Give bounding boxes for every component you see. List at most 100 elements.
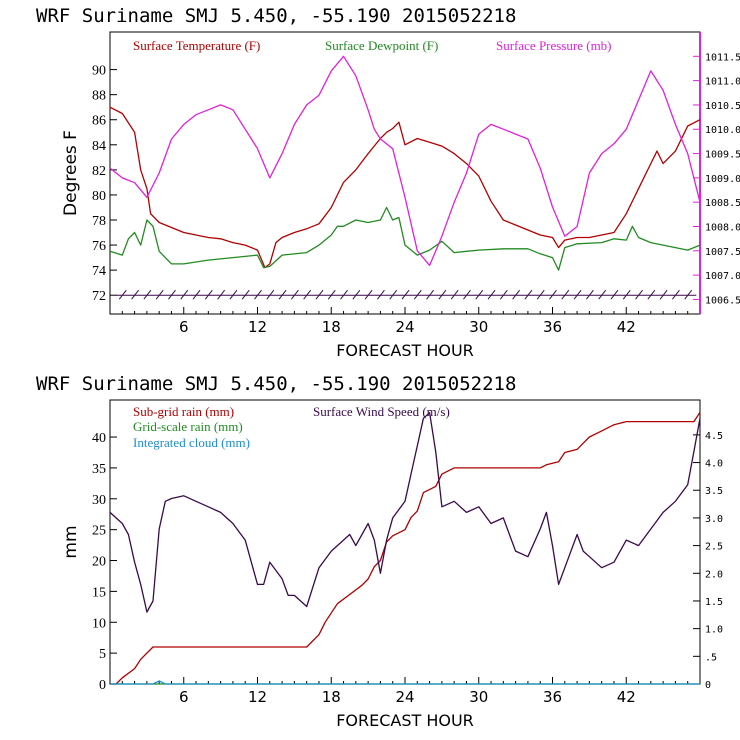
y-tick-label: 72 (92, 289, 106, 304)
wind-barb (278, 289, 287, 300)
wind-barb (143, 289, 152, 300)
series-line-pressure (109, 55, 701, 267)
wind-barb (180, 289, 189, 300)
y2-tick-label: 2.5 (705, 542, 723, 553)
y2-tick-label: 4.0 (705, 459, 723, 470)
y2-tick-label: 3.5 (705, 486, 723, 497)
series-line-temperature (109, 106, 701, 269)
wind-barb (118, 289, 127, 300)
y2-tick-label: 1011.0 (705, 77, 740, 88)
wind-barb (598, 289, 607, 300)
wind-barb (327, 289, 336, 300)
y2-tick-label: 1010.0 (705, 125, 740, 136)
top-header: WRF Suriname SMJ 5.450, -55.190 20150522… (36, 5, 516, 27)
y-tick-label: 35 (92, 462, 106, 477)
y2-tick-label: 1007.0 (705, 271, 740, 282)
y2-tick-label: 1010.5 (705, 101, 740, 112)
wind-barb (389, 289, 398, 300)
y2-tick-label: 4.5 (705, 431, 723, 442)
x-tick-label: 24 (395, 688, 414, 706)
wind-barb (315, 289, 324, 300)
y2-tick-label: 2.0 (705, 569, 723, 580)
top-axis-ticks: 6 12 18 24 30 36 42 72 74 76 78 80 82 84 86 88 90 1006.5 1… (92, 52, 740, 336)
bottom-axis-ticks: 6 12 18 24 30 36 42 0 5 10 15 20 25 30 35 40 0 .5 1.0 1.5 2.… (92, 431, 723, 706)
x-tick-label: 12 (248, 688, 267, 706)
y-tick-label: 5 (99, 647, 106, 662)
series-line-rain (110, 411, 701, 685)
wind-barb (524, 289, 533, 300)
wind-barb (217, 289, 226, 300)
legend-temperature: Surface Temperature (F) (133, 38, 260, 53)
wind-barb (672, 289, 680, 300)
legend-gridscale-rain: Grid-scale rain (mm) (133, 419, 243, 434)
wind-barb (303, 289, 312, 300)
wind-barb (168, 289, 176, 300)
y2-tick-label: 1011.5 (705, 52, 740, 63)
y2-tick-label: 1008.0 (705, 222, 740, 233)
y2-tick-label: 1.0 (705, 625, 723, 636)
wind-barb (290, 289, 299, 300)
legend-subgrid-rain: Sub-grid rain (mm) (133, 404, 234, 419)
wind-barb (684, 289, 693, 300)
x-tick-label: 18 (322, 318, 341, 336)
series-line-wind (109, 412, 701, 613)
y-tick-label: 90 (92, 64, 106, 79)
y2-tick-label: 1007.5 (705, 247, 740, 258)
wind-barb (647, 289, 656, 300)
x-tick-label: 6 (179, 318, 189, 336)
wind-barb (229, 289, 238, 300)
series-line-cloud (110, 680, 700, 685)
temperature-panel: WRF Suriname SMJ 5.450, -55.190 20150522… (36, 5, 740, 360)
wind-barb (426, 289, 434, 300)
y2-tick-label: 1.5 (705, 597, 723, 608)
x-tick-label: 36 (543, 688, 562, 706)
precip-panel: WRF Suriname SMJ 5.450, -55.190 20150522… (36, 373, 723, 730)
wind-barb (413, 289, 422, 300)
wind-barb (377, 289, 385, 300)
wind-barb (573, 289, 582, 300)
wind-barb (659, 289, 668, 300)
y2-tick-label: .5 (705, 652, 717, 663)
legend-dewpoint: Surface Dewpoint (F) (325, 38, 438, 53)
wind-barb (610, 289, 619, 300)
x-tick-label: 36 (543, 318, 562, 336)
y-tick-label: 25 (92, 524, 106, 539)
y-tick-label: 15 (92, 585, 106, 600)
x-tick-label: 42 (617, 688, 636, 706)
top-plot-frame (109, 31, 701, 315)
wind-barb (254, 289, 262, 300)
wind-barb (635, 289, 643, 300)
wind-barbs (116, 289, 697, 300)
wind-barb (155, 289, 164, 300)
wind-barb (499, 289, 508, 300)
y-tick-label: 10 (92, 616, 106, 631)
wind-barb (352, 289, 361, 300)
wind-barb (536, 289, 545, 300)
y2-tick-label: 1009.0 (705, 174, 740, 185)
wind-barb (131, 289, 139, 300)
x-tick-label: 30 (469, 318, 488, 336)
y-tick-label: 74 (92, 264, 106, 279)
x-tick-label: 30 (469, 688, 488, 706)
y-tick-label: 40 (92, 431, 106, 446)
legend-integrated-cloud: Integrated cloud (mm) (133, 435, 250, 450)
top-xlabel: FORECAST HOUR (336, 341, 474, 360)
top-series (109, 55, 701, 271)
wind-barb (475, 289, 484, 300)
y-tick-label: 0 (99, 678, 106, 693)
wind-barb (463, 289, 471, 300)
legend-pressure: Surface Pressure (mb) (496, 38, 612, 53)
y-tick-label: 20 (92, 555, 106, 570)
x-tick-label: 12 (248, 318, 267, 336)
bottom-header: WRF Suriname SMJ 5.450, -55.190 20150522… (36, 373, 516, 395)
wind-barb (340, 289, 348, 300)
y2-tick-label: 3.0 (705, 514, 723, 525)
wind-barb (585, 289, 594, 300)
y-tick-label: 30 (92, 493, 106, 508)
wind-barb (622, 289, 631, 300)
y2-tick-label: 1009.5 (705, 150, 740, 161)
y2-tick-label: 1006.5 (705, 295, 740, 306)
series-line-dewpoint (109, 206, 701, 271)
x-tick-label: 6 (179, 688, 189, 706)
